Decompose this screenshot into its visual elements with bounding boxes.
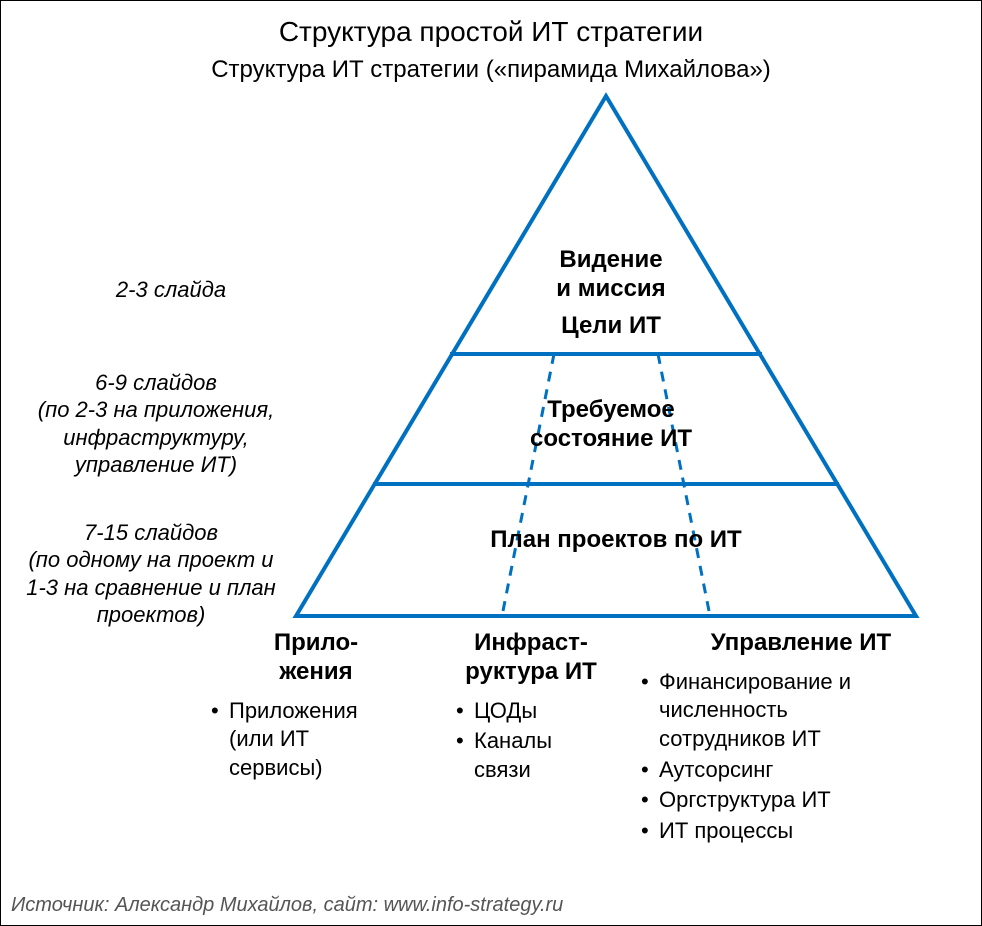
annotation-2-text: 6-9 слайдов (по 2-3 на приложения, инфра… bbox=[38, 370, 274, 478]
page-subtitle: Структура ИТ стратегии («пирамида Михайл… bbox=[1, 56, 981, 84]
col3-item-1: Аутсорсинг bbox=[641, 756, 961, 785]
level-top-line1: Видение bbox=[559, 246, 662, 273]
annotation-1-text: 2-3 слайда bbox=[116, 277, 226, 302]
annotation-3-text: 7-15 слайдов (по одному на проект и 1-3 … bbox=[26, 520, 276, 628]
annotation-1: 2-3 слайда bbox=[21, 276, 321, 304]
column-applications: Прило- жения Приложения (или ИТ сервисы) bbox=[211, 629, 421, 847]
annotation-2: 6-9 слайдов (по 2-3 на приложения, инфра… bbox=[6, 341, 306, 479]
col2-item-1: Каналы связи bbox=[456, 727, 594, 784]
col3-item-0: Финансирование и численность сотрудников… bbox=[641, 668, 899, 754]
col1-item-0: Приложения (или ИТ сервисы) bbox=[211, 697, 389, 783]
level-top-line2: и миссия bbox=[556, 275, 665, 302]
col3-list: Финансирование и численность сотрудников… bbox=[641, 668, 961, 848]
level-bottom-line1: План проектов по ИТ bbox=[490, 526, 741, 553]
col1-list: Приложения (или ИТ сервисы) bbox=[211, 697, 421, 785]
source-text: Источник: Александр Михайлов, сайт: www.… bbox=[11, 894, 563, 917]
col3-item-3: ИТ процессы bbox=[641, 817, 961, 846]
diagram-container: Структура простой ИТ стратегии Структура… bbox=[0, 0, 982, 926]
annotation-3: 7-15 слайдов (по одному на проект и 1-3 … bbox=[1, 491, 301, 629]
level-top-line3: Цели ИТ bbox=[561, 312, 661, 341]
col2-list: ЦОДы Каналы связи bbox=[421, 697, 641, 787]
col2-item-0: ЦОДы bbox=[456, 697, 641, 726]
column-management: Управление ИТ Финансирование и численнос… bbox=[641, 629, 961, 847]
bottom-columns: Прило- жения Приложения (или ИТ сервисы)… bbox=[211, 629, 971, 847]
col1-title: Прило- жения bbox=[211, 629, 421, 687]
col3-title: Управление ИТ bbox=[641, 629, 961, 658]
pyramid-level-top: Видение и миссия Цели ИТ bbox=[481, 246, 741, 340]
col2-title: Инфраст- руктура ИТ bbox=[421, 629, 641, 687]
pyramid-level-bottom: План проектов по ИТ bbox=[476, 526, 756, 555]
pyramid-level-middle: Требуемое состояние ИТ bbox=[481, 396, 741, 454]
level-middle-line1: Требуемое bbox=[547, 396, 674, 423]
page-title: Структура простой ИТ стратегии bbox=[1, 16, 981, 48]
level-middle-line2: состояние ИТ bbox=[530, 425, 692, 452]
column-infrastructure: Инфраст- руктура ИТ ЦОДы Каналы связи bbox=[421, 629, 641, 847]
col3-item-2: Оргструктура ИТ bbox=[641, 786, 961, 815]
